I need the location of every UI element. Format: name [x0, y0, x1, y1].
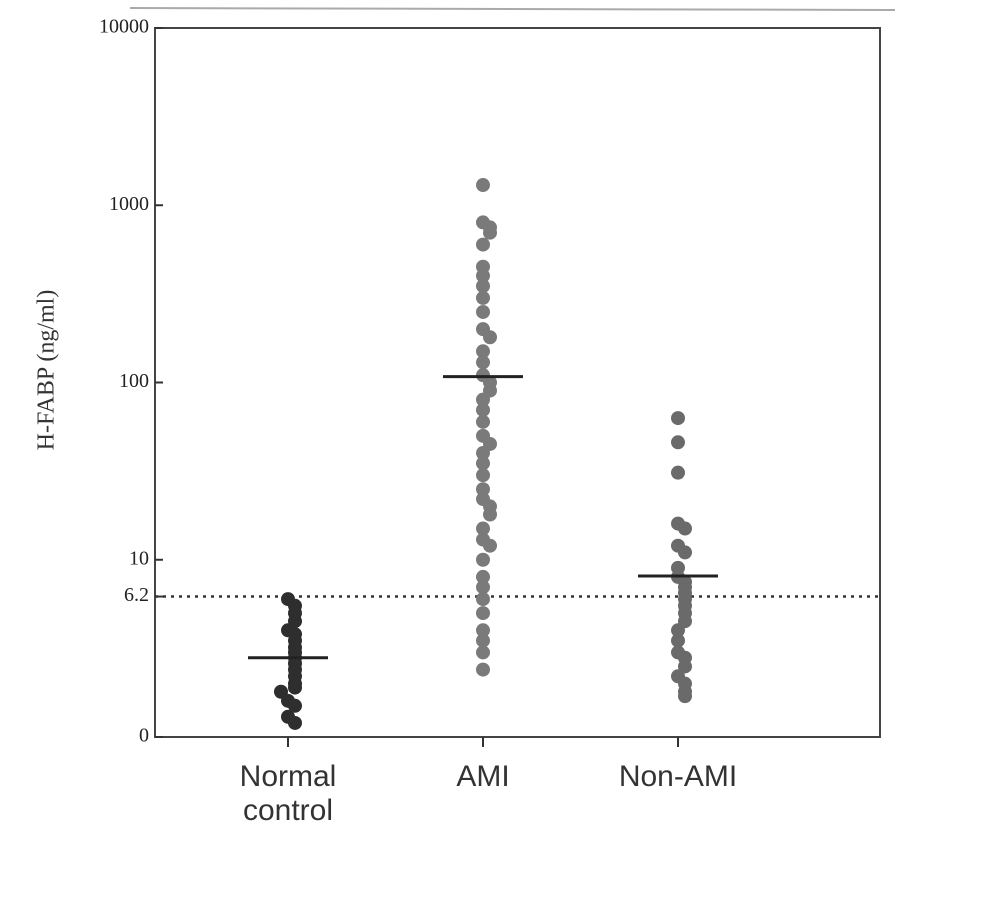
y-tick-label: 10: [129, 547, 149, 569]
data-point: [476, 446, 490, 461]
scan-edge: [129, 7, 896, 11]
data-point: [476, 178, 490, 193]
data-point: [476, 344, 490, 359]
data-point: [671, 633, 685, 648]
data-point: [476, 633, 490, 648]
y-axis-title: H-FABP (ng/ml): [34, 290, 60, 451]
y-tick-label: 10000: [99, 16, 149, 38]
x-tick-label: AMI: [456, 760, 510, 793]
data-point: [476, 623, 490, 638]
data-point: [678, 689, 692, 704]
y-tick-label: 100: [119, 370, 149, 392]
data-point: [476, 645, 490, 660]
data-point: [476, 355, 490, 370]
data-point: [476, 392, 490, 407]
data-point: [476, 482, 490, 497]
data-point: [476, 414, 490, 429]
data-point: [476, 402, 490, 417]
y-tick-label: 0: [139, 725, 149, 747]
data-point: [476, 580, 490, 595]
y-tick-label: 1000: [109, 193, 149, 215]
data-point: [476, 606, 490, 621]
data-point: [476, 521, 490, 536]
data-point: [288, 715, 302, 730]
data-point: [678, 659, 692, 674]
data-point: [671, 411, 685, 426]
data-point: [288, 680, 302, 695]
data-point: [483, 330, 497, 345]
data-point: [288, 698, 302, 713]
data-point: [476, 268, 490, 283]
data-point: [678, 545, 692, 560]
plot-frame: [154, 27, 881, 738]
x-tick-label: Normal control: [239, 760, 337, 827]
data-point: [671, 623, 685, 638]
data-point: [671, 465, 685, 480]
data-point: [476, 456, 490, 471]
data-point: [476, 290, 490, 305]
data-point: [476, 569, 490, 584]
data-point: [476, 662, 490, 677]
data-point: [476, 592, 490, 607]
data-point: [678, 521, 692, 536]
data-point: [476, 552, 490, 567]
x-tick-label: Non-AMI: [618, 760, 738, 793]
y-tick-label: 6.2: [124, 584, 149, 606]
data-point: [483, 225, 497, 240]
data-point: [476, 468, 490, 483]
data-point: [476, 237, 490, 252]
data-point: [671, 435, 685, 450]
data-point: [476, 304, 490, 319]
data-point: [483, 507, 497, 522]
data-point: [483, 538, 497, 553]
data-point: [476, 279, 490, 294]
